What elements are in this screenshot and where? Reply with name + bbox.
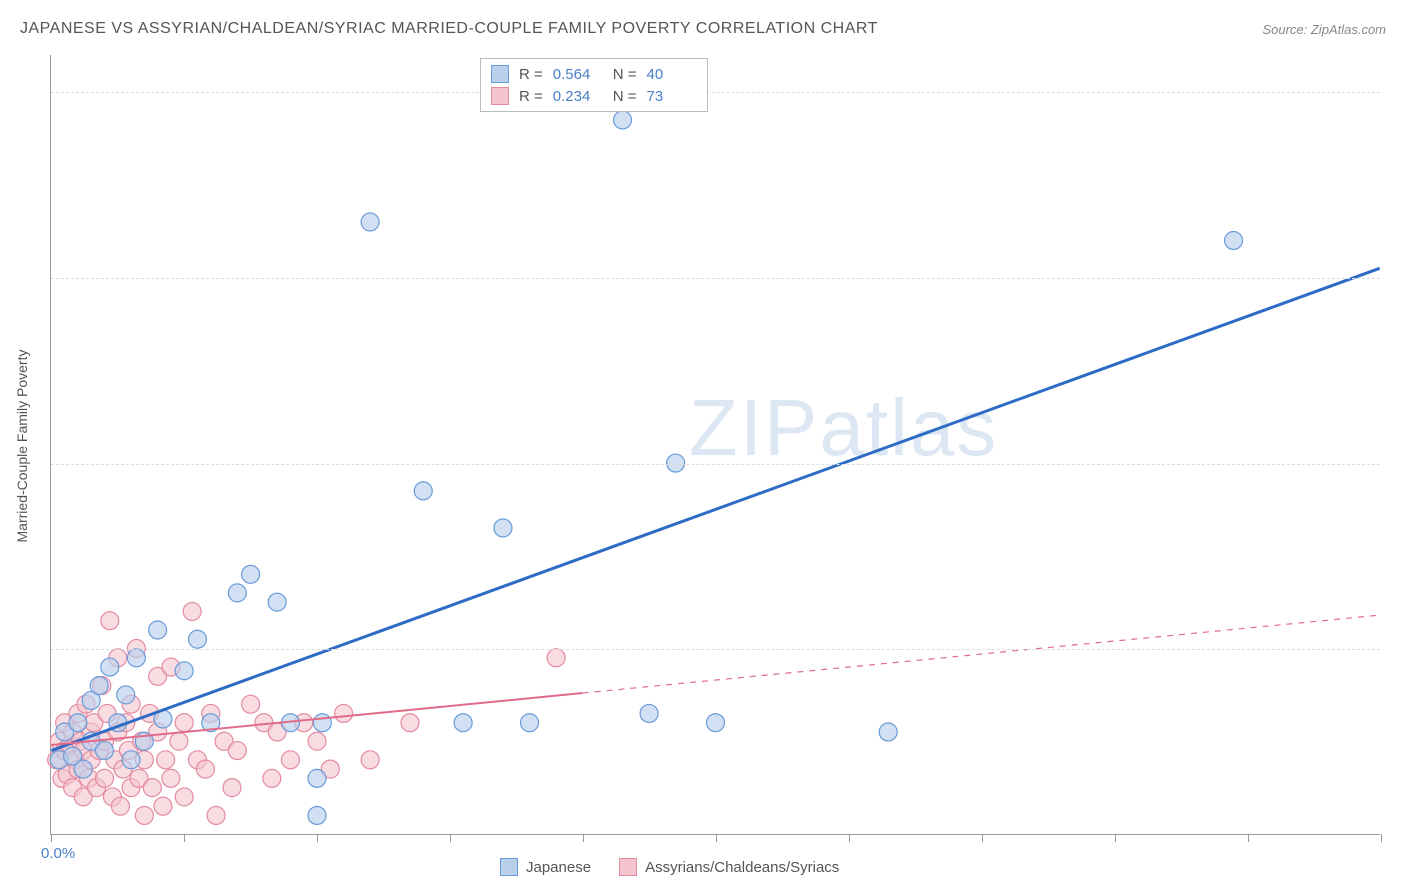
y-axis-title: Married-Couple Family Poverty	[14, 350, 30, 543]
y-tick-label: 10.0%	[1390, 641, 1406, 658]
plot-area: ZIPatlas 0.0% 50.0% 10.0%20.0%30.0%40.0%	[50, 55, 1380, 835]
x-tick	[1248, 834, 1249, 842]
scatter-point	[175, 662, 193, 680]
scatter-point	[101, 658, 119, 676]
trend-line	[51, 268, 1379, 750]
x-max-label: 50.0%	[1390, 845, 1406, 862]
gridline	[51, 649, 1380, 650]
scatter-point	[242, 695, 260, 713]
scatter-point	[223, 779, 241, 797]
r-label: R =	[519, 66, 543, 83]
n-value: 73	[647, 88, 697, 105]
chart-title: JAPANESE VS ASSYRIAN/CHALDEAN/SYRIAC MAR…	[20, 20, 878, 38]
scatter-point	[170, 732, 188, 750]
scatter-point	[90, 677, 108, 695]
scatter-point	[207, 806, 225, 824]
scatter-point	[281, 751, 299, 769]
scatter-point	[707, 714, 725, 732]
x-tick	[982, 834, 983, 842]
scatter-point	[228, 584, 246, 602]
scatter-point	[95, 769, 113, 787]
scatter-point	[361, 213, 379, 231]
scatter-point	[69, 714, 87, 732]
legend-item: Japanese	[500, 858, 591, 876]
scatter-point	[101, 612, 119, 630]
scatter-point	[95, 742, 113, 760]
legend-label: Assyrians/Chaldeans/Syriacs	[645, 859, 839, 876]
series-swatch	[491, 87, 509, 105]
source-credit: Source: ZipAtlas.com	[1262, 22, 1386, 37]
r-value: 0.564	[553, 66, 603, 83]
scatter-point	[521, 714, 539, 732]
scatter-point	[242, 565, 260, 583]
x-tick	[583, 834, 584, 842]
scatter-point	[122, 751, 140, 769]
legend-item: Assyrians/Chaldeans/Syriacs	[619, 858, 839, 876]
x-tick	[716, 834, 717, 842]
legend-swatch	[500, 858, 518, 876]
series-swatch	[491, 65, 509, 83]
scatter-point	[143, 779, 161, 797]
scatter-point	[228, 742, 246, 760]
scatter-point	[879, 723, 897, 741]
r-label: R =	[519, 88, 543, 105]
scatter-point	[74, 760, 92, 778]
scatter-point	[494, 519, 512, 537]
scatter-point	[154, 797, 172, 815]
scatter-point	[454, 714, 472, 732]
scatter-point	[175, 788, 193, 806]
scatter-point	[308, 732, 326, 750]
scatter-point	[268, 593, 286, 611]
scatter-point	[313, 714, 331, 732]
scatter-point	[547, 649, 565, 667]
scatter-point	[308, 806, 326, 824]
scatter-point	[162, 769, 180, 787]
scatter-point	[1225, 231, 1243, 249]
stats-row: R = 0.564 N = 40	[491, 63, 697, 85]
gridline	[51, 464, 1380, 465]
scatter-point	[157, 751, 175, 769]
y-tick-label: 40.0%	[1390, 84, 1406, 101]
scatter-point	[614, 111, 632, 129]
scatter-point	[183, 602, 201, 620]
scatter-point	[414, 482, 432, 500]
scatter-point	[175, 714, 193, 732]
scatter-point	[188, 630, 206, 648]
correlation-stats-box: R = 0.564 N = 40 R = 0.234 N = 73	[480, 58, 708, 112]
legend-swatch	[619, 858, 637, 876]
scatter-point	[263, 769, 281, 787]
scatter-point	[111, 797, 129, 815]
x-tick	[849, 834, 850, 842]
x-tick	[51, 834, 52, 842]
n-value: 40	[647, 66, 697, 83]
scatter-point	[335, 704, 353, 722]
scatter-point	[117, 686, 135, 704]
scatter-point	[640, 704, 658, 722]
scatter-point	[127, 649, 145, 667]
x-origin-label: 0.0%	[41, 845, 75, 862]
n-label: N =	[613, 66, 637, 83]
r-value: 0.234	[553, 88, 603, 105]
x-tick	[1381, 834, 1382, 842]
scatter-point	[135, 806, 153, 824]
scatter-point	[361, 751, 379, 769]
scatter-point	[401, 714, 419, 732]
scatter-point	[149, 621, 167, 639]
stats-row: R = 0.234 N = 73	[491, 85, 697, 107]
y-tick-label: 20.0%	[1390, 455, 1406, 472]
x-tick	[1115, 834, 1116, 842]
x-tick	[184, 834, 185, 842]
scatter-point	[308, 769, 326, 787]
n-label: N =	[613, 88, 637, 105]
x-tick	[317, 834, 318, 842]
x-tick	[450, 834, 451, 842]
legend-label: Japanese	[526, 859, 591, 876]
trend-line-dashed	[583, 615, 1380, 693]
scatter-point	[196, 760, 214, 778]
y-tick-label: 30.0%	[1390, 269, 1406, 286]
gridline	[51, 278, 1380, 279]
gridline	[51, 92, 1380, 93]
bottom-legend: Japanese Assyrians/Chaldeans/Syriacs	[500, 858, 839, 876]
scatter-svg	[51, 55, 1380, 834]
